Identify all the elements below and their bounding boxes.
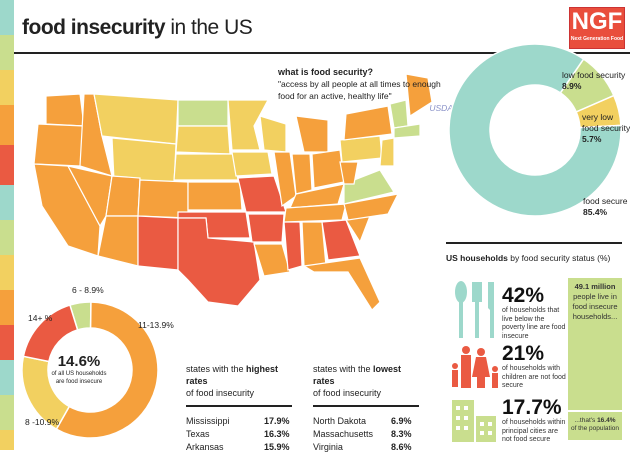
donut-slice-food-secure	[448, 43, 622, 217]
family-icon	[452, 346, 498, 388]
state-or	[33, 123, 85, 167]
label-8-10.9: 8 -10.9%	[25, 417, 60, 427]
state-az	[97, 215, 139, 267]
donut-center: 14.6% of all US households are food inse…	[51, 353, 107, 385]
table-row: Texas 16.3%	[186, 429, 290, 439]
label-low-food-security: low food security 8.9%	[562, 70, 626, 91]
lowest-rates-table: states with the lowest rates of food inse…	[313, 363, 419, 454]
state-ar	[247, 213, 285, 243]
stat-cities: 17.7% of households within principal citi…	[502, 396, 566, 444]
stat-poverty: 42% of households that live below the pov…	[502, 284, 566, 340]
state-oh	[311, 149, 345, 189]
state-in	[291, 153, 313, 195]
households-heading: US households by food security status (%…	[446, 253, 611, 263]
state-ga	[321, 219, 361, 261]
state-va	[343, 169, 395, 205]
state-nm	[137, 215, 179, 271]
state-wi	[259, 115, 287, 153]
us-map	[33, 73, 433, 311]
ngf-logo: NGF Next Generation Food	[569, 7, 625, 49]
table-row: Mississippi 17.9%	[186, 416, 290, 426]
table-row: Virginia 8.6%	[313, 442, 412, 452]
state-ut	[105, 175, 141, 217]
state-ia	[231, 151, 273, 177]
cutlery-icon	[455, 281, 494, 338]
label-11-13.9: 11-13.9%	[138, 320, 174, 330]
table-row: Massachusetts 8.3%	[313, 429, 412, 439]
state-la	[253, 243, 291, 277]
households-divider	[446, 242, 622, 244]
state-me	[405, 73, 433, 118]
state-ks	[187, 181, 243, 211]
table-row: North Dakota 6.9%	[313, 416, 412, 426]
state-sd	[175, 125, 231, 155]
state-tx	[177, 217, 261, 307]
donut-household-status	[448, 43, 622, 217]
state-nc	[343, 193, 400, 221]
label-very-low-food-security: very low food security 5.7%	[582, 112, 630, 144]
donut-slice-14-	[22, 304, 79, 363]
definition: what is food security? "access by all pe…	[278, 67, 453, 113]
stat-children: 21% of households with children are not f…	[502, 342, 566, 390]
label-14-plus: 14+ %	[28, 313, 53, 323]
state-mn	[227, 99, 270, 151]
panel-16-percent: ...that's 16.4% of the population	[568, 412, 622, 440]
panel-49-million: 49.1 million people live in food insecure…	[568, 278, 622, 410]
state-id	[79, 93, 113, 177]
label-food-secure: food secure 85.4%	[583, 196, 628, 217]
state-nd	[177, 99, 229, 127]
highest-rates-table: states with the highest rates of food ins…	[186, 363, 292, 454]
title-divider	[14, 52, 630, 54]
state-wa	[45, 93, 85, 127]
state-md-de-nj	[379, 137, 395, 167]
donut-slice-11-13-9-	[55, 301, 159, 439]
table-row: Arkansas 15.9%	[186, 442, 290, 452]
state-mi	[295, 115, 329, 153]
state-wv	[339, 161, 359, 185]
page-title: food insecurity in the US	[22, 16, 253, 39]
state-ne	[173, 153, 239, 181]
state-fl	[302, 257, 381, 311]
state-mt	[93, 93, 179, 145]
label-6-8.9: 6 - 8.9%	[72, 285, 104, 295]
state-ma	[393, 123, 421, 139]
buildings-icon	[452, 400, 496, 442]
donut-state-rates	[21, 301, 159, 439]
state-al	[301, 221, 327, 267]
state-ny	[343, 105, 393, 141]
